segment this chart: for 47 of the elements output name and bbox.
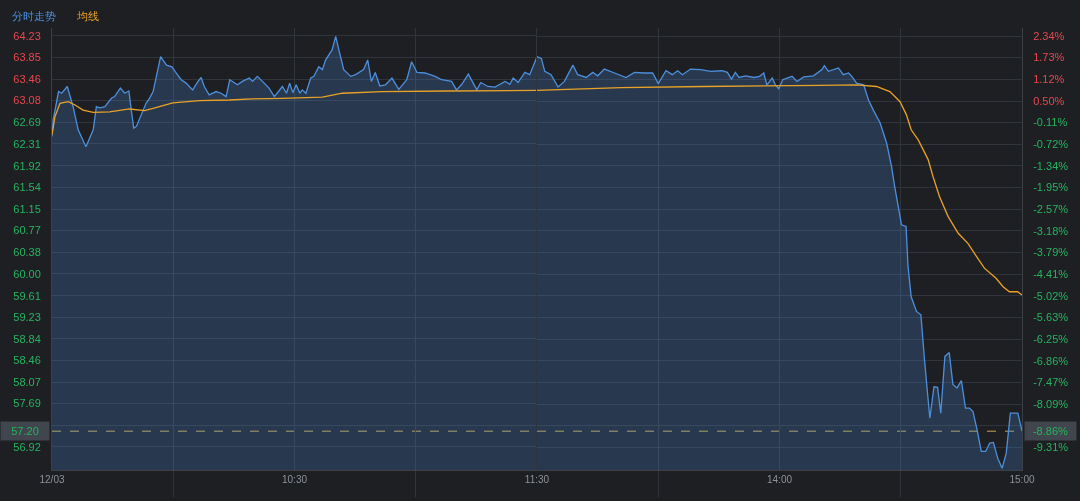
y-tick-label: 58.46 <box>13 354 41 367</box>
x-tick-label: 14:00 <box>766 474 793 485</box>
y2-tick-label: -4.41% <box>1033 268 1069 281</box>
y-tick-label: 62.31 <box>13 137 41 150</box>
y-tick-label: 63.08 <box>13 94 41 107</box>
y-tick-label: 58.07 <box>13 376 41 389</box>
y-tick-label: 58.84 <box>13 332 41 345</box>
y-tick-label: 64.23 <box>13 29 41 42</box>
y2-tick-label: -3.79% <box>1033 246 1069 259</box>
y2-tick-label: -7.47% <box>1033 376 1069 389</box>
y2-tick-label: -6.25% <box>1033 332 1069 345</box>
y-tick-label: 60.38 <box>13 246 41 259</box>
y2-tick-label: -6.86% <box>1033 354 1069 367</box>
y2-tick-label: -5.63% <box>1033 311 1069 324</box>
y2-tick-label: -2.57% <box>1033 203 1069 216</box>
y-tick-label: 59.61 <box>13 289 41 302</box>
y2-tick-label: -1.95% <box>1033 181 1069 194</box>
y2-tick-label: -8.09% <box>1033 397 1069 410</box>
y-tick-label: 61.15 <box>13 202 41 215</box>
y2-tick-label: 0.50% <box>1033 94 1065 107</box>
x-tick-label: 11:30 <box>524 474 550 485</box>
y-tick-label: 61.92 <box>13 159 41 172</box>
y2-tick-label: -3.18% <box>1033 224 1069 237</box>
y-tick-label: 59.23 <box>13 310 41 323</box>
y2-tick-label: 1.12% <box>1033 73 1065 85</box>
y-tick-label: 60.00 <box>13 267 41 280</box>
y2-tick-label: -0.72% <box>1033 137 1069 150</box>
y-tick-label: 61.54 <box>13 180 41 193</box>
ref-line-label: 57.20 <box>11 425 39 437</box>
y-tick-label: 60.77 <box>13 224 41 237</box>
ref-line-label: -8.86% <box>1032 425 1069 437</box>
text: 分时走势 <box>12 10 56 22</box>
x-tick-label: 12/03 <box>39 474 65 485</box>
y-tick-label: 62.69 <box>13 116 41 129</box>
y-tick-label: 63.46 <box>13 73 41 86</box>
y-tick-label: 63.85 <box>13 51 41 64</box>
text: 均线 <box>76 10 99 22</box>
y2-tick-label: -5.02% <box>1033 289 1069 302</box>
y-tick-label: 56.92 <box>13 440 41 453</box>
y-tick-label: 57.69 <box>13 397 41 410</box>
y2-tick-label: 1.73% <box>1033 51 1065 64</box>
y2-tick-label: -0.11% <box>1033 116 1068 129</box>
y2-tick-label: 2.34% <box>1033 29 1065 42</box>
x-tick-label: 10:30 <box>281 474 308 485</box>
y2-tick-label: -9.31% <box>1033 440 1069 453</box>
x-tick-label: 15:00 <box>1009 474 1035 485</box>
y2-tick-label: -1.34% <box>1033 159 1069 172</box>
